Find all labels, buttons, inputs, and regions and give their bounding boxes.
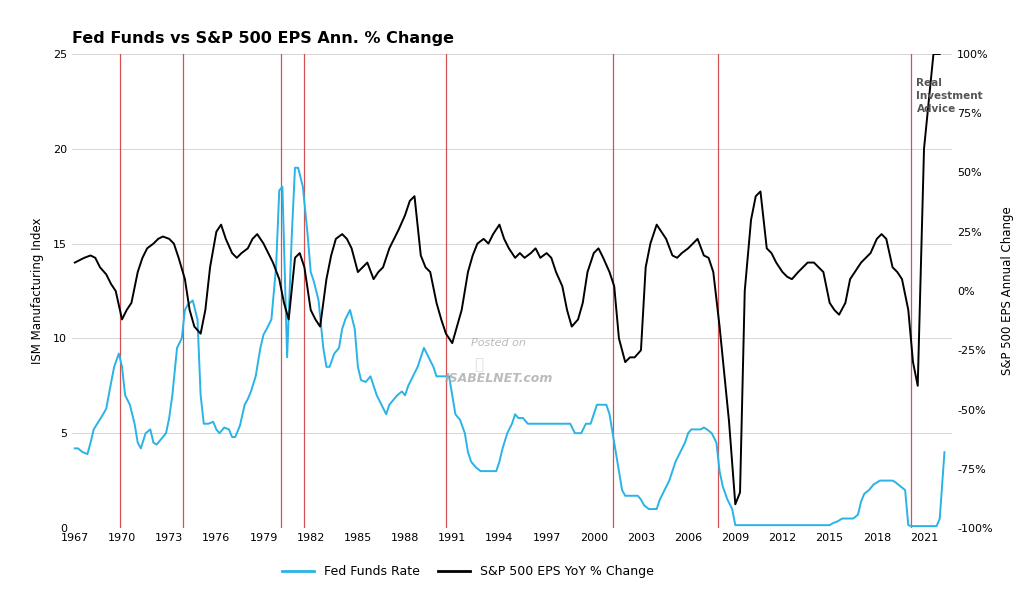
Text: Real
Investment
Advice: Real Investment Advice [916,78,983,115]
Text: Fed Funds vs S&P 500 EPS Ann. % Change: Fed Funds vs S&P 500 EPS Ann. % Change [72,31,454,46]
Text: ISABELNET.com: ISABELNET.com [444,371,553,385]
Y-axis label: ISM Manufacturing Index: ISM Manufacturing Index [32,218,44,364]
Legend: Fed Funds Rate, S&P 500 EPS YoY % Change: Fed Funds Rate, S&P 500 EPS YoY % Change [278,560,658,583]
Text: Posted on: Posted on [471,338,526,348]
Y-axis label: S&P 500 EPS Annual Change: S&P 500 EPS Annual Change [1001,206,1014,376]
Text: 🌐: 🌐 [474,357,483,372]
